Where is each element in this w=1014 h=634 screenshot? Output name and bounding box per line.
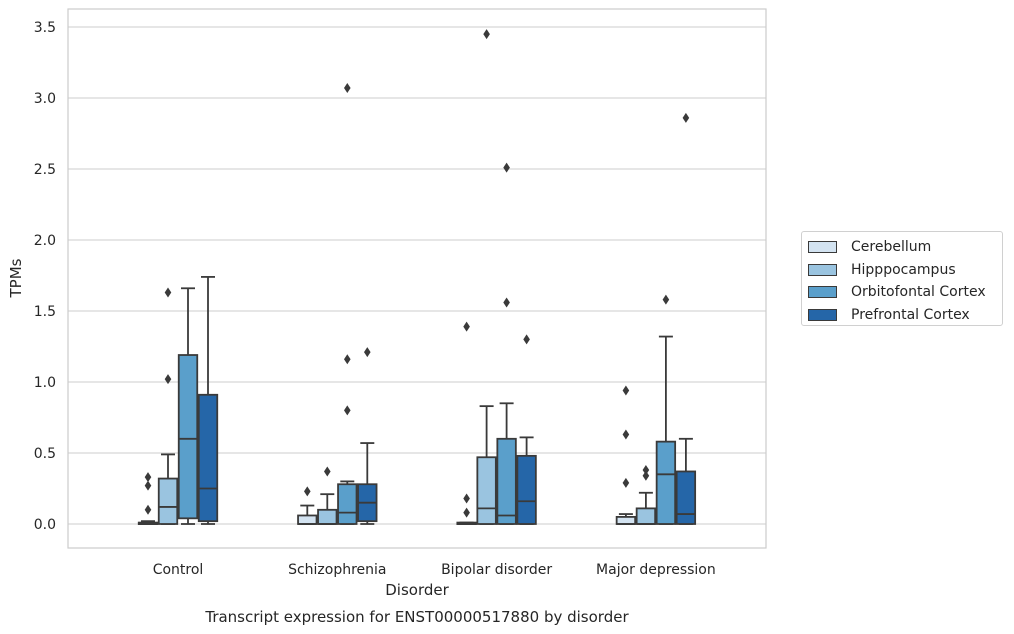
box-iqr	[476, 456, 497, 525]
legend-label: Prefrontal Cortex	[851, 306, 970, 323]
legend-swatch	[808, 263, 837, 276]
outlier-point	[344, 354, 351, 365]
y-tick-label: 2.0	[34, 233, 56, 249]
outlier-point	[682, 112, 690, 123]
box-iqr	[317, 508, 338, 525]
outlier-point	[164, 374, 172, 385]
y-tick-label: 1.0	[34, 375, 56, 391]
outlier-point	[144, 504, 152, 515]
outlier-point	[503, 297, 510, 308]
outlier-point	[622, 429, 630, 440]
outlier-point	[164, 287, 172, 298]
outlier-point	[642, 470, 650, 481]
outlier-point	[622, 385, 630, 396]
outlier-point	[344, 83, 351, 94]
y-tick-label: 0.5	[34, 446, 56, 462]
legend-item: Hipppocampus	[808, 259, 1002, 282]
legend-label: Orbitofontal Cortex	[851, 284, 986, 301]
x-tick-label: Bipolar disorder	[441, 562, 552, 578]
outlier-point	[483, 29, 490, 40]
x-tick-labels: Control Schizophrenia Bipolar disorder Majo…	[153, 562, 716, 578]
box-iqr	[157, 477, 179, 525]
box-cerebellum	[456, 321, 477, 525]
box-iqr	[337, 483, 358, 525]
box-orbitofontal-cortex	[655, 294, 677, 525]
legend-item: Cerebellum	[808, 236, 1002, 259]
outlier-point	[463, 507, 470, 518]
box-orbitofontal-cortex	[337, 83, 358, 525]
box-plots	[137, 29, 697, 525]
legend-swatch	[808, 308, 837, 321]
box-iqr	[197, 393, 219, 523]
chart-caption: Transcript expression for ENST0000051788…	[204, 608, 629, 626]
box-prefrontal-cortex	[516, 334, 537, 525]
box-hipppocampus	[476, 29, 497, 525]
outlier-point	[144, 480, 152, 491]
x-tick-label: Control	[153, 562, 204, 578]
outlier-point	[463, 493, 470, 504]
legend-swatch	[808, 286, 837, 299]
y-tick-label: 3.5	[34, 20, 56, 36]
y-tick-labels: 0.0 0.5 1.0 1.5 2.0 2.5 3.0 3.5	[34, 20, 56, 533]
box-prefrontal-cortex	[197, 276, 219, 525]
y-tick-label: 1.5	[34, 304, 56, 320]
box-orbitofontal-cortex	[177, 287, 199, 525]
outlier-point	[503, 162, 510, 173]
legend-label: Hipppocampus	[851, 261, 956, 278]
box-iqr	[177, 354, 199, 520]
legend: Cerebellum Hipppocampus Orbitofontal Corte…	[801, 231, 1003, 326]
legend-item: Orbitofontal Cortex	[808, 281, 1002, 304]
outlier-point	[144, 472, 152, 483]
outlier-point	[622, 477, 630, 488]
box-iqr	[297, 514, 318, 525]
outlier-point	[364, 347, 371, 358]
outlier-point	[304, 486, 311, 497]
y-tick-label: 0.0	[34, 517, 56, 533]
box-iqr	[496, 437, 517, 525]
x-tick-label: Schizophrenia	[288, 562, 386, 578]
legend-label: Cerebellum	[851, 239, 932, 256]
box-iqr	[516, 454, 537, 525]
plot-frame	[67, 8, 767, 549]
outlier-point	[662, 294, 670, 305]
outlier-point	[344, 405, 351, 416]
box-iqr	[615, 516, 637, 525]
box-orbitofontal-cortex	[496, 162, 517, 525]
legend-swatch	[808, 241, 837, 254]
y-tick-label: 3.0	[34, 91, 56, 107]
outlier-point	[463, 321, 470, 332]
box-cerebellum	[297, 486, 318, 525]
box-iqr	[675, 470, 697, 525]
box-cerebellum	[615, 385, 637, 525]
outlier-point	[324, 466, 331, 477]
legend-item: Prefrontal Cortex	[808, 304, 1002, 327]
box-cerebellum	[137, 472, 159, 525]
box-hipppocampus	[317, 466, 338, 525]
x-tick-label: Major depression	[596, 562, 716, 578]
y-axis-label: TPMs	[7, 258, 25, 298]
box-iqr	[655, 440, 677, 525]
box-prefrontal-cortex	[357, 347, 378, 525]
x-axis-label: Disorder	[385, 581, 449, 599]
box-hipppocampus	[157, 287, 179, 525]
box-hipppocampus	[635, 465, 657, 525]
outlier-point	[523, 334, 530, 345]
box-iqr	[635, 507, 657, 525]
y-tick-label: 2.5	[34, 162, 56, 178]
outlier-point	[642, 465, 650, 476]
box-prefrontal-cortex	[675, 112, 697, 525]
